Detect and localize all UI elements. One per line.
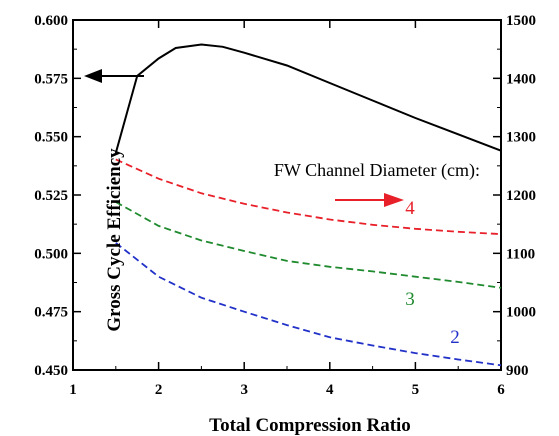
- series-layer: 4 3 2: [114, 43, 502, 367]
- series-label-4: 4: [405, 198, 415, 219]
- y-right-tick-label: 1000: [506, 305, 536, 321]
- y-left-tick-label: 0.450: [34, 363, 68, 379]
- x-tick-label: 3: [240, 382, 248, 398]
- series-line-3: [115, 201, 502, 289]
- y-right-tick-label: 900: [506, 363, 529, 379]
- x-tick-label: 1: [69, 382, 77, 398]
- y-right-tick-label: 1300: [506, 130, 536, 146]
- right-axis-arrow-head: [384, 193, 404, 207]
- x-tick-label: 2: [155, 382, 163, 398]
- axes-layer: 1 2 3 4 5 6 0.450 0.475 0.500 0.525 0.550 0.575 0.60…: [34, 13, 536, 398]
- series-label-2: 2: [450, 327, 460, 348]
- y-left-axis-title: Gross Cycle Efficiency: [104, 148, 125, 332]
- series-line-2: [115, 242, 502, 367]
- y-right-tick-label: 1100: [506, 246, 535, 262]
- y-left-tick-label: 0.575: [34, 71, 68, 87]
- y-right-tick-label: 1200: [506, 188, 536, 204]
- y-right-tick-label: 1500: [506, 13, 536, 29]
- x-tick-label: 4: [326, 382, 334, 398]
- y-left-tick-label: 0.525: [34, 188, 68, 204]
- y-right-tick-label: 1400: [506, 71, 536, 87]
- x-axis-title: Total Compression Ratio: [209, 415, 411, 436]
- y-left-tick-label: 0.500: [34, 246, 68, 262]
- annotation-layer: FW Channel Diameter (cm):: [84, 69, 480, 207]
- plot-frame: [72, 19, 502, 371]
- left-axis-arrow-head: [84, 69, 102, 83]
- y-left-tick-label: 0.475: [34, 305, 68, 321]
- x-tick-label: 6: [497, 382, 505, 398]
- y-left-tick-label: 0.550: [34, 130, 68, 146]
- annotation-text: FW Channel Diameter (cm):: [274, 160, 480, 181]
- x-tick-label: 5: [412, 382, 420, 398]
- series-line-efficiency: [114, 43, 502, 154]
- series-label-3: 3: [405, 289, 415, 310]
- series-line-4: [115, 158, 502, 235]
- y-left-tick-label: 0.600: [34, 13, 68, 29]
